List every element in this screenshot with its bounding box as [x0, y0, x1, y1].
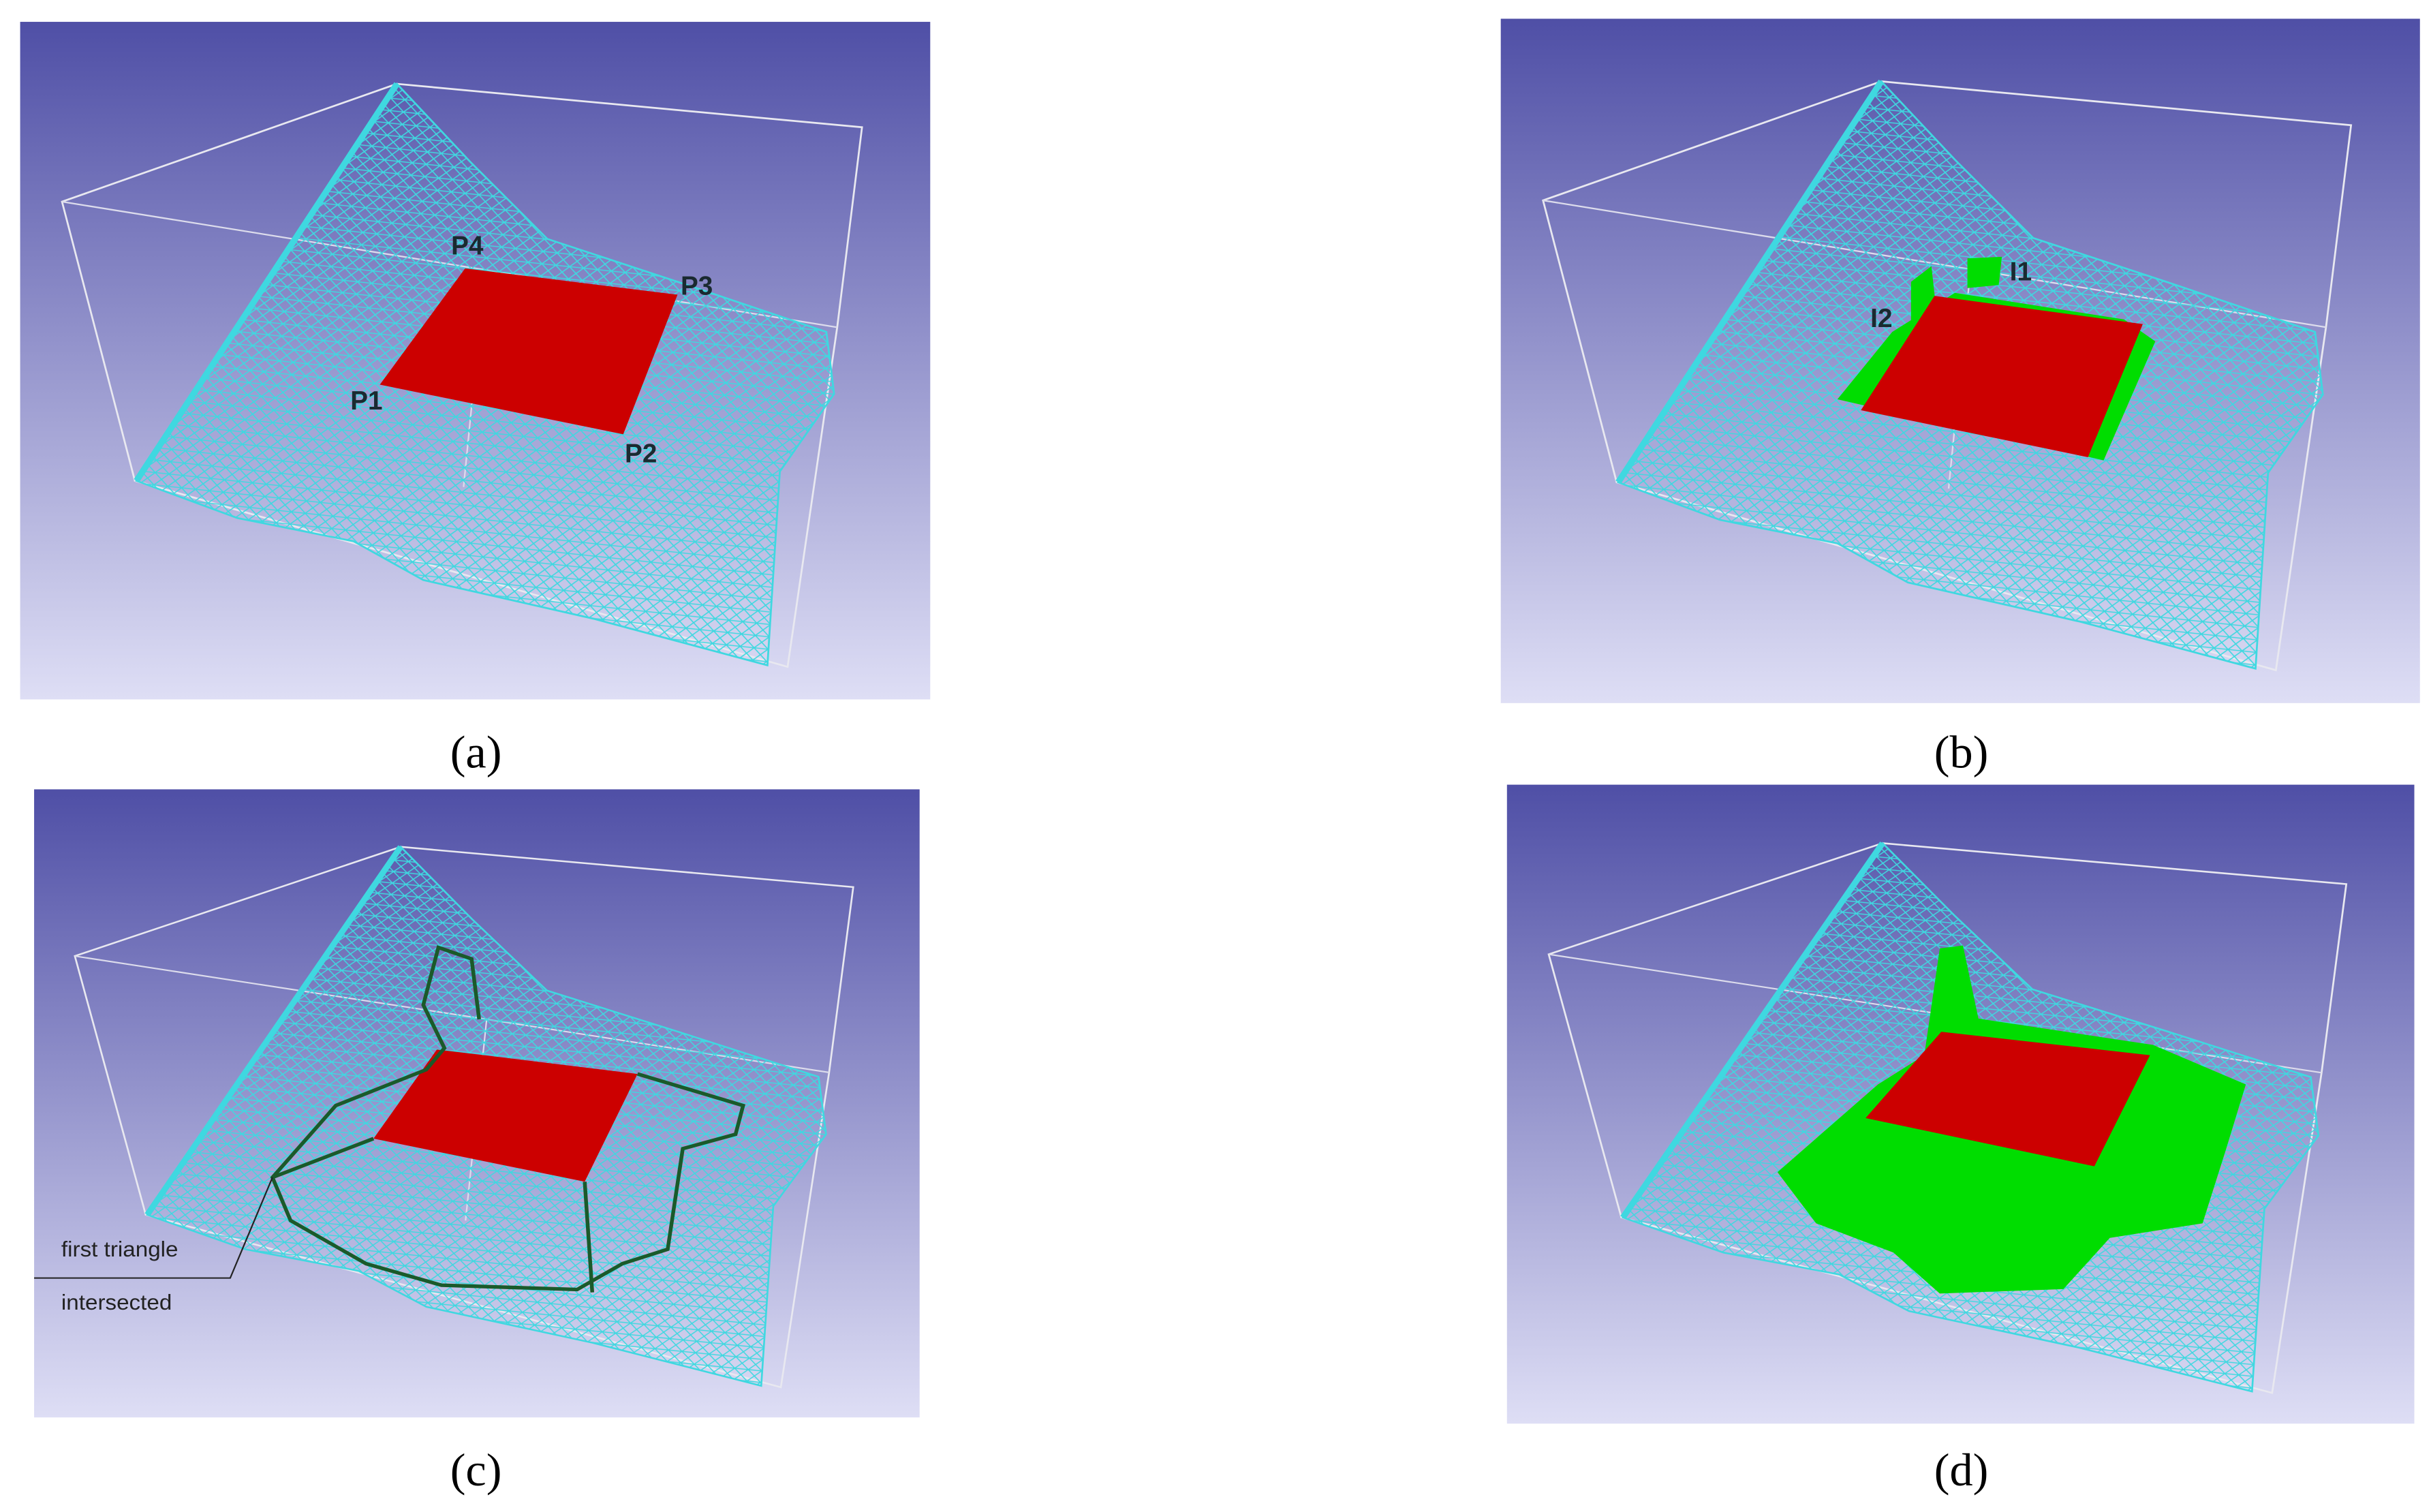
caption: (d)	[1934, 1444, 1989, 1496]
point-label: I1	[2010, 257, 2032, 286]
point-label: P1	[350, 386, 382, 416]
point-label: I2	[1870, 304, 1893, 333]
panel-d	[1507, 785, 2415, 1424]
red-plate	[1861, 296, 2143, 458]
red-plate	[380, 268, 678, 435]
panel-b: I1 I2	[1501, 18, 2420, 703]
red-plate	[1865, 1032, 2150, 1167]
point-label: P2	[625, 439, 657, 468]
annotation: intersected	[61, 1291, 172, 1314]
caption: (c)	[450, 1444, 502, 1496]
panel-c: first triangle intersected	[34, 789, 920, 1417]
point-label: P4	[451, 231, 484, 260]
caption: (b)	[1934, 726, 1989, 778]
caption: (a)	[450, 726, 502, 778]
red-plate	[373, 1049, 638, 1182]
point-label: P3	[681, 272, 713, 301]
panel-a: P4 P3 P1 P2	[20, 22, 931, 699]
annotation: first triangle	[61, 1237, 179, 1261]
